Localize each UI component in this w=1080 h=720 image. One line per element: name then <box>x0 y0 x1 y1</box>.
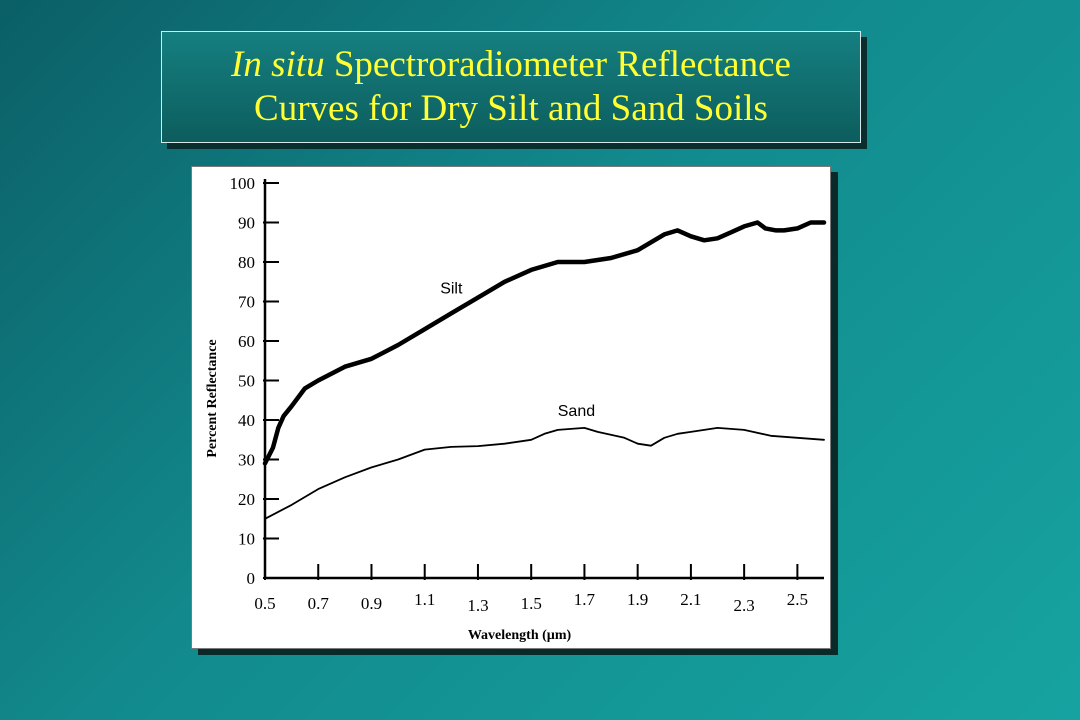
y-tick-label: 80 <box>238 253 255 272</box>
series-label-silt: Silt <box>440 281 463 298</box>
y-tick-label: 40 <box>238 411 255 430</box>
series-line-sand <box>264 426 825 520</box>
series-line-silt <box>262 220 827 466</box>
x-tick-label: 1.5 <box>521 594 542 613</box>
y-tick-label: 70 <box>238 293 255 312</box>
y-tick-label: 30 <box>238 451 255 470</box>
x-tick-label: 1.1 <box>414 590 435 609</box>
y-tick-label: 10 <box>238 530 255 549</box>
series-label-sand: Sand <box>558 403 595 420</box>
slide-title: In situ Spectroradiometer Reflectance Cu… <box>161 31 861 143</box>
x-tick-label: 2.5 <box>787 590 808 609</box>
x-tick-label: 1.7 <box>574 590 596 609</box>
y-tick-label: 100 <box>230 174 256 193</box>
y-tick-label: 60 <box>238 332 255 351</box>
title-line-1-rest: Spectroradiometer Reflectance <box>324 44 791 85</box>
x-tick-label: 2.3 <box>734 596 755 615</box>
x-tick-label: 0.9 <box>361 594 382 613</box>
title-line-2: Curves for Dry Silt and Sand Soils <box>254 88 768 129</box>
y-tick-label: 20 <box>238 490 255 509</box>
x-axis-title: Wavelength (µm) <box>468 628 572 643</box>
x-tick-label: 0.7 <box>308 594 330 613</box>
reflectance-chart: 0 10 20 30 40 50 60 70 80 90 100 0.5 0.7 0.9 1.1 1.3 1.5… <box>205 174 827 643</box>
title-italic: In situ <box>231 44 325 85</box>
x-tick-label: 0.5 <box>254 594 275 613</box>
y-tick-label: 50 <box>238 372 255 391</box>
title-line-1: In situ Spectroradiometer Reflectance <box>231 43 791 87</box>
chart-panel: 0 10 20 30 40 50 60 70 80 90 100 0.5 0.7 0.9 1.1 1.3 1.5… <box>191 166 831 649</box>
y-axis-title: Percent Reflectance <box>205 339 220 457</box>
x-tick-label: 2.1 <box>680 590 701 609</box>
y-tick-label: 90 <box>238 214 255 233</box>
x-tick-label: 1.3 <box>467 596 488 615</box>
y-tick-label: 0 <box>247 569 256 588</box>
x-tick-label: 1.9 <box>627 590 648 609</box>
